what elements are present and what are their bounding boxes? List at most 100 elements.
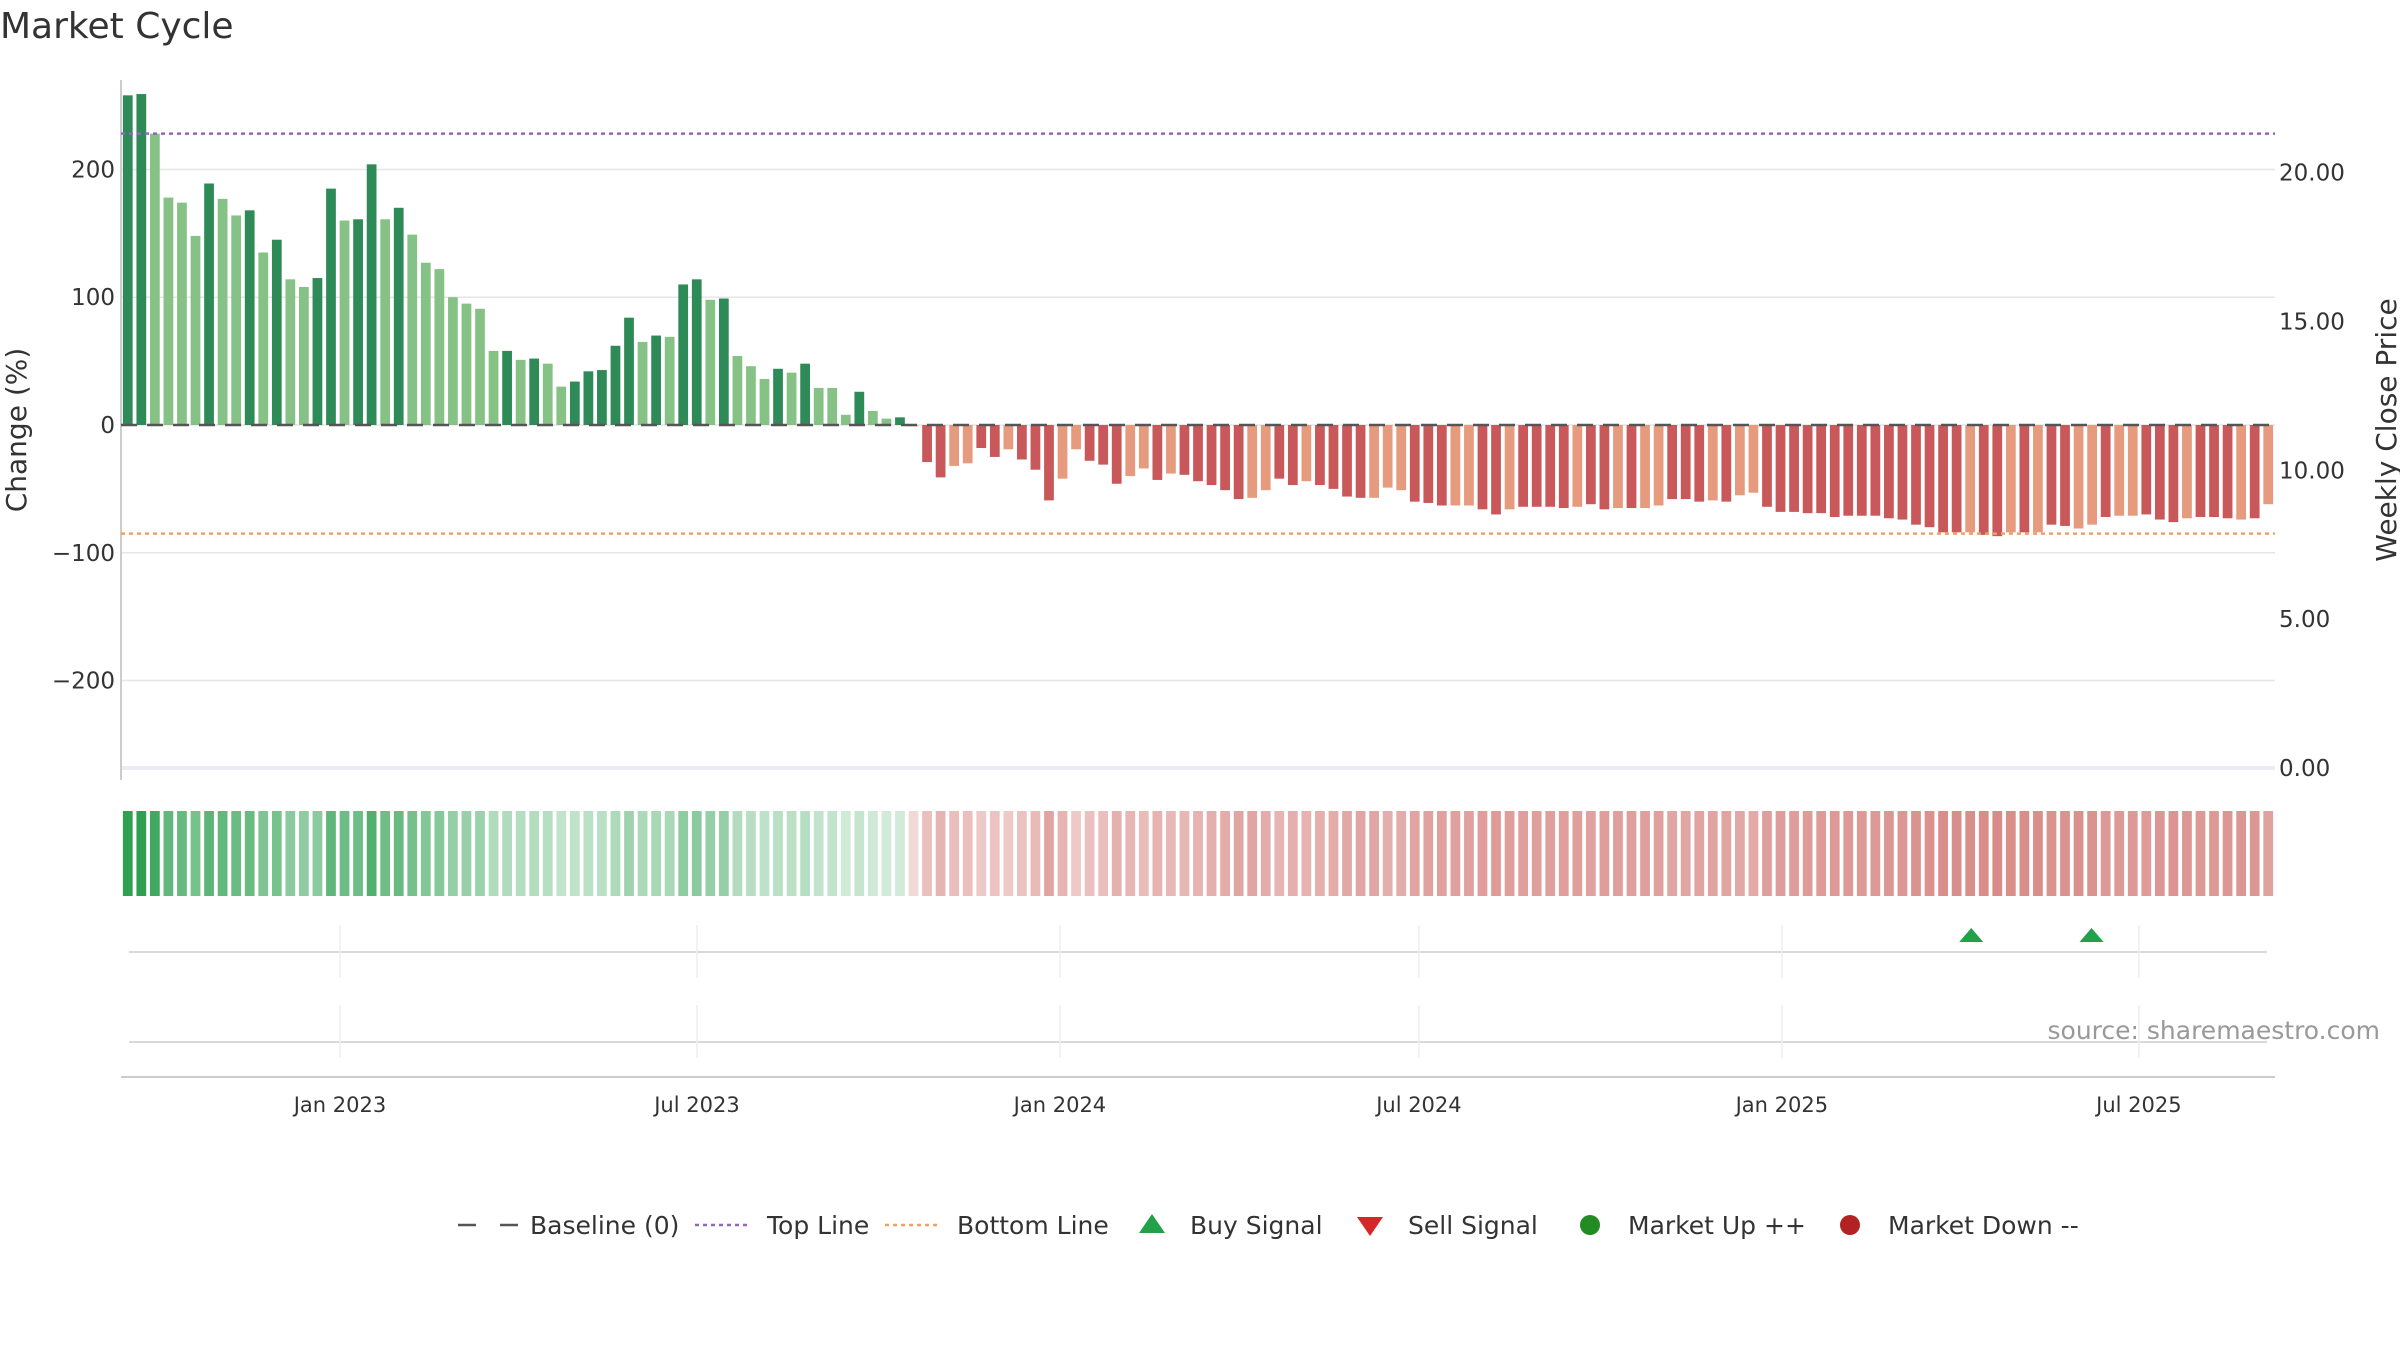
bar	[177, 202, 187, 425]
trend-cell	[989, 811, 1000, 896]
y2-axis-ticks: 20.00 15.00 10.00 5.00 0.00	[2279, 161, 2345, 782]
bar	[2141, 425, 2152, 515]
trend-cell	[1260, 811, 1271, 896]
bar	[2195, 425, 2206, 517]
trend-cell	[515, 811, 526, 896]
bar	[1775, 425, 1786, 512]
trend-cell	[2195, 811, 2206, 896]
bar	[1802, 425, 1813, 514]
bar	[1287, 425, 1298, 486]
trend-cell	[149, 811, 160, 896]
bar	[1653, 425, 1664, 506]
x-tick-label: Jan 2025	[1734, 1093, 1829, 1117]
bar	[299, 287, 309, 425]
source-text: source: sharemaestro.com	[2048, 1016, 2381, 1045]
trend-cell	[1816, 811, 1827, 896]
bar	[488, 350, 499, 425]
bar	[569, 381, 580, 425]
bar	[515, 359, 526, 425]
bar	[2005, 425, 2016, 533]
bar	[149, 133, 160, 425]
bar	[1125, 425, 1136, 477]
trend-cell	[1735, 811, 1745, 896]
bar	[1233, 425, 1244, 500]
bars	[122, 94, 2274, 537]
trend-cell	[542, 811, 553, 896]
trend-cell	[502, 811, 512, 896]
trend-cell	[353, 811, 363, 896]
bar	[691, 279, 702, 425]
bar	[1436, 425, 1447, 506]
trend-cell	[678, 811, 689, 896]
trend-cell	[1626, 811, 1637, 896]
bar	[1884, 425, 1894, 519]
bar	[326, 188, 336, 425]
bar	[190, 235, 201, 425]
buy-signal-marker	[2079, 928, 2104, 942]
trend-cell	[1003, 811, 1014, 896]
trend-cell	[867, 811, 878, 896]
legend-label: Sell Signal	[1408, 1211, 1538, 1240]
trend-cell	[177, 811, 187, 896]
trend-cell	[2005, 811, 2016, 896]
bar	[867, 410, 878, 425]
trend-cell	[1274, 811, 1285, 896]
trend-cell	[2033, 811, 2043, 896]
trend-cell	[448, 811, 458, 896]
bar	[1992, 425, 2003, 537]
trend-cell	[1450, 811, 1461, 896]
bar	[1951, 425, 1962, 533]
trend-cell	[1287, 811, 1298, 896]
trend-cell	[2263, 811, 2274, 896]
bar	[2182, 425, 2192, 519]
trend-cell	[163, 811, 174, 896]
bar	[475, 308, 485, 425]
trend-cell	[854, 811, 865, 896]
trend-cell	[1978, 811, 1989, 896]
trend-cell	[1315, 811, 1325, 896]
trend-cell	[705, 811, 716, 896]
bar	[1152, 425, 1163, 480]
trend-cell	[366, 811, 377, 896]
bar	[1382, 425, 1393, 488]
trend-cell	[718, 811, 729, 896]
bar	[1084, 425, 1095, 461]
signal-panels	[129, 925, 2267, 1058]
bar	[136, 94, 147, 426]
trend-cell	[2249, 811, 2260, 896]
trend-cell	[1938, 811, 1948, 896]
bar	[2114, 425, 2125, 516]
bar	[1301, 425, 1312, 482]
bar	[1721, 425, 1732, 502]
bar	[1640, 425, 1650, 509]
bar	[258, 252, 269, 425]
y-axis-label: Change (%)	[0, 348, 33, 513]
bar	[1613, 425, 1623, 509]
bar	[217, 198, 228, 425]
trend-cell	[1017, 811, 1027, 896]
bar	[556, 386, 567, 425]
trend-cell	[339, 811, 350, 896]
bar	[2263, 425, 2274, 505]
trend-cell	[597, 811, 607, 896]
bar	[1138, 425, 1149, 469]
bar	[542, 363, 553, 425]
trend-cell	[1856, 811, 1867, 896]
legend-label: Bottom Line	[957, 1211, 1109, 1240]
trend-cell	[1653, 811, 1664, 896]
trend-cell	[2114, 811, 2125, 896]
trend-cell	[895, 811, 905, 896]
bar	[1531, 425, 1542, 507]
trend-cell	[1179, 811, 1190, 896]
trend-cell	[2060, 811, 2070, 896]
y-tick-label: 100	[71, 285, 115, 311]
trend-cell	[2127, 811, 2138, 896]
legend-label: Baseline (0)	[530, 1211, 679, 1240]
trend-cell	[190, 811, 201, 896]
trend-cell	[1369, 811, 1379, 896]
y-axis-ticks: 200 100 0 −100 −200	[52, 157, 115, 694]
trend-cell	[1924, 811, 1935, 896]
trend-cell	[1206, 811, 1217, 896]
bar	[1707, 425, 1718, 501]
bar	[2087, 425, 2097, 525]
